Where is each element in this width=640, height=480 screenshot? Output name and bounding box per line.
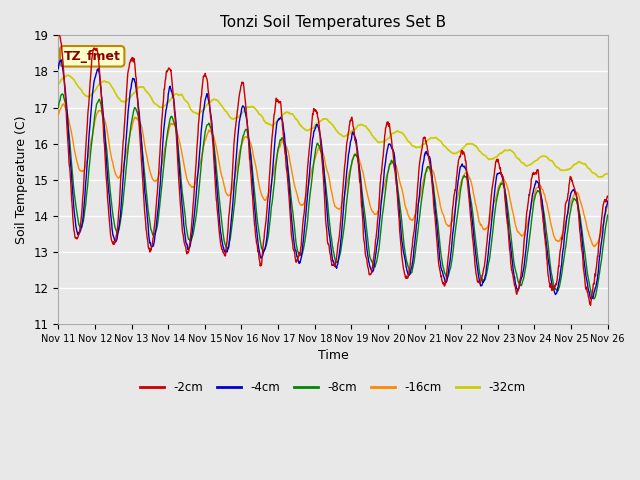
Y-axis label: Soil Temperature (C): Soil Temperature (C) xyxy=(15,116,28,244)
X-axis label: Time: Time xyxy=(317,349,348,362)
Legend: -2cm, -4cm, -8cm, -16cm, -32cm: -2cm, -4cm, -8cm, -16cm, -32cm xyxy=(136,377,531,399)
Text: TZ_fmet: TZ_fmet xyxy=(64,50,121,63)
Title: Tonzi Soil Temperatures Set B: Tonzi Soil Temperatures Set B xyxy=(220,15,446,30)
